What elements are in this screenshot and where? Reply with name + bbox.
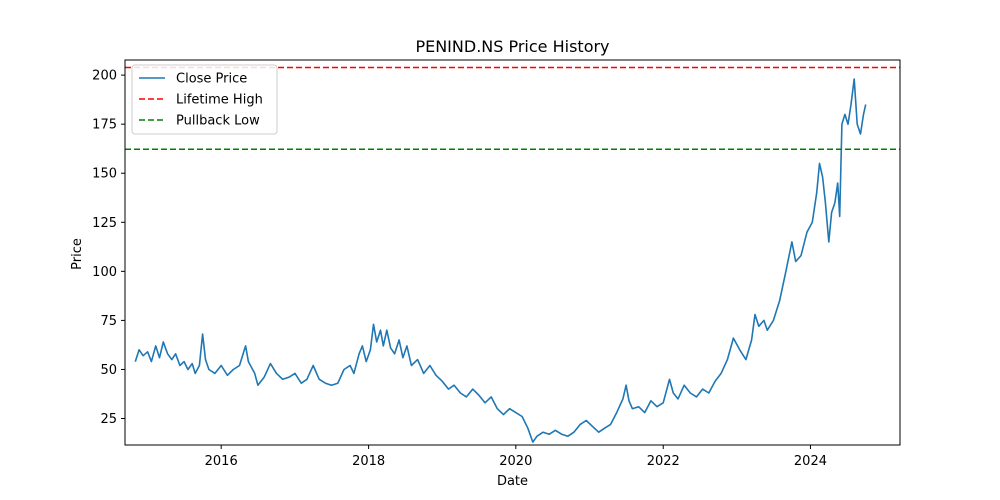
- series-line-close-price: [134, 78, 867, 443]
- y-axis-label: Price: [70, 238, 85, 270]
- axes: 2016 2018 2020 2022 2024 25 50 75 100 125 150 175 20…: [92, 59, 901, 469]
- y-tick-label: 200: [92, 69, 117, 84]
- x-tick-label: 2020: [499, 454, 532, 469]
- y-tick-label: 175: [92, 118, 117, 133]
- x-tick-label: 2016: [205, 454, 238, 469]
- axes-frame: [124, 59, 901, 446]
- legend: Close Price Lifetime High Pullback Low: [131, 64, 278, 135]
- y-tick-label: 100: [92, 265, 117, 280]
- y-tick-label: 125: [92, 216, 117, 231]
- legend-label: Pullback Low: [176, 114, 260, 129]
- y-tick-label: 75: [100, 314, 117, 329]
- legend-label: Close Price: [176, 72, 247, 87]
- y-tick-label: 50: [100, 363, 117, 378]
- x-tick-label: 2022: [647, 454, 680, 469]
- x-tick-label: 2024: [794, 454, 827, 469]
- x-axis-label: Date: [497, 474, 528, 489]
- y-tick-label: 150: [92, 167, 117, 182]
- x-tick-label: 2018: [352, 454, 385, 469]
- y-tick-label: 25: [100, 412, 117, 427]
- chart-title: PENIND.NS Price History: [415, 37, 609, 56]
- legend-box: [131, 64, 278, 135]
- legend-label: Lifetime High: [176, 93, 263, 108]
